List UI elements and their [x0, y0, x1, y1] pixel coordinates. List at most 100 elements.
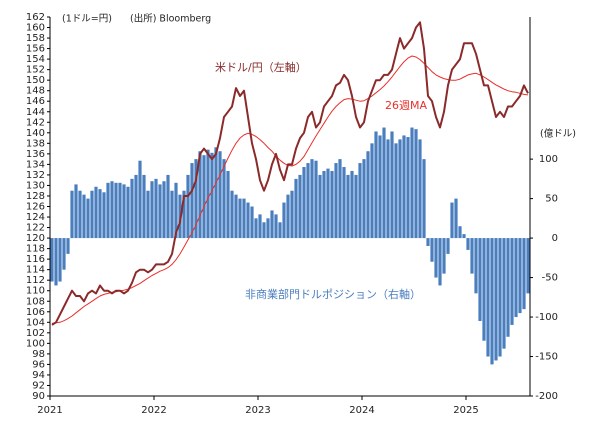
- bar: [514, 238, 518, 318]
- bar: [302, 167, 306, 239]
- y-tick-label: 132: [26, 170, 45, 181]
- y-tick-label: 130: [26, 180, 45, 191]
- y-tick-label: 138: [26, 138, 45, 149]
- bar: [526, 238, 530, 294]
- y-tick-label: 146: [26, 96, 45, 107]
- bar: [142, 174, 146, 239]
- bar: [454, 198, 458, 239]
- bar: [510, 238, 514, 325]
- bar: [182, 190, 186, 239]
- bar: [310, 159, 314, 239]
- bar: [50, 238, 54, 282]
- y-tick-label: 96: [32, 359, 45, 370]
- y-tick-label: 154: [26, 54, 45, 65]
- bar: [442, 238, 446, 274]
- bar: [78, 190, 82, 239]
- bar: [158, 184, 162, 239]
- series-label: 米ドル/円（左軸）: [215, 60, 307, 74]
- bar: [490, 238, 494, 365]
- bar: [374, 131, 378, 239]
- y-tick-label: 142: [26, 117, 45, 128]
- y2-tick-label: 100: [539, 154, 558, 165]
- bar: [418, 139, 422, 239]
- y2-tick-label: -150: [535, 352, 558, 363]
- y-tick-label: 98: [32, 349, 45, 360]
- bar: [126, 186, 130, 239]
- bar: [378, 135, 382, 239]
- bar: [258, 214, 262, 239]
- bar: [362, 159, 366, 239]
- bar: [198, 151, 202, 239]
- bar: [322, 170, 326, 239]
- right-unit: (億ドル): [540, 128, 576, 140]
- bar: [522, 238, 526, 310]
- y-tick-label: 100: [26, 338, 45, 349]
- x-tick-label: 2023: [245, 405, 270, 416]
- y-tick-label: 102: [26, 328, 45, 339]
- bar: [66, 238, 70, 254]
- bar: [214, 147, 218, 239]
- bar: [474, 238, 478, 294]
- bar: [346, 174, 350, 239]
- y-tick-label: 90: [32, 391, 45, 402]
- bar: [330, 170, 334, 239]
- bar: [242, 198, 246, 239]
- y-tick-label: 148: [26, 86, 45, 97]
- bar: [274, 214, 278, 239]
- line: [51, 21, 529, 326]
- y-tick-label: 128: [26, 191, 45, 202]
- bar: [250, 206, 254, 239]
- y-tick-label: 118: [26, 244, 45, 255]
- y-tick-label: 122: [26, 223, 45, 234]
- bar: [82, 194, 86, 239]
- bar: [358, 163, 362, 239]
- bar: [286, 194, 290, 239]
- bar: [338, 159, 342, 239]
- bar: [494, 238, 498, 361]
- y-tick-label: 120: [26, 233, 45, 244]
- bar: [146, 190, 150, 239]
- bar: [306, 163, 310, 239]
- bar: [458, 226, 462, 239]
- bar: [298, 174, 302, 239]
- bar: [270, 210, 274, 239]
- bar: [414, 129, 418, 239]
- bar: [402, 135, 406, 239]
- bar: [394, 143, 398, 239]
- y-tick-label: 114: [26, 265, 45, 276]
- bar: [102, 192, 106, 239]
- bar: [130, 178, 134, 239]
- bar: [110, 181, 114, 239]
- bar: [422, 159, 426, 239]
- bar: [194, 159, 198, 239]
- bar: [278, 222, 282, 239]
- bar: [174, 182, 178, 239]
- x-tick-label: 2022: [141, 405, 166, 416]
- bar: [134, 174, 138, 239]
- bar: [190, 163, 194, 239]
- bar: [314, 160, 318, 239]
- bar: [226, 170, 230, 239]
- y-tick-label: 160: [26, 23, 45, 34]
- bar: [326, 168, 330, 239]
- bar: [450, 202, 454, 239]
- bar: [366, 151, 370, 239]
- y-tick-label: 158: [26, 33, 45, 44]
- bar: [438, 238, 442, 286]
- y2-tick-label: -100: [535, 312, 558, 323]
- bar: [210, 152, 214, 239]
- bar: [186, 174, 190, 239]
- bar: [254, 218, 258, 239]
- bar: [138, 160, 142, 239]
- bar: [218, 151, 222, 239]
- bar: [150, 181, 154, 239]
- bar: [434, 238, 438, 278]
- source: (出所) Bloomberg: [130, 13, 211, 25]
- bar: [410, 127, 414, 239]
- bar: [170, 190, 174, 239]
- bar: [58, 238, 62, 282]
- bar: [54, 238, 58, 286]
- bar: [166, 174, 170, 239]
- series-label: 26週MA: [385, 99, 427, 112]
